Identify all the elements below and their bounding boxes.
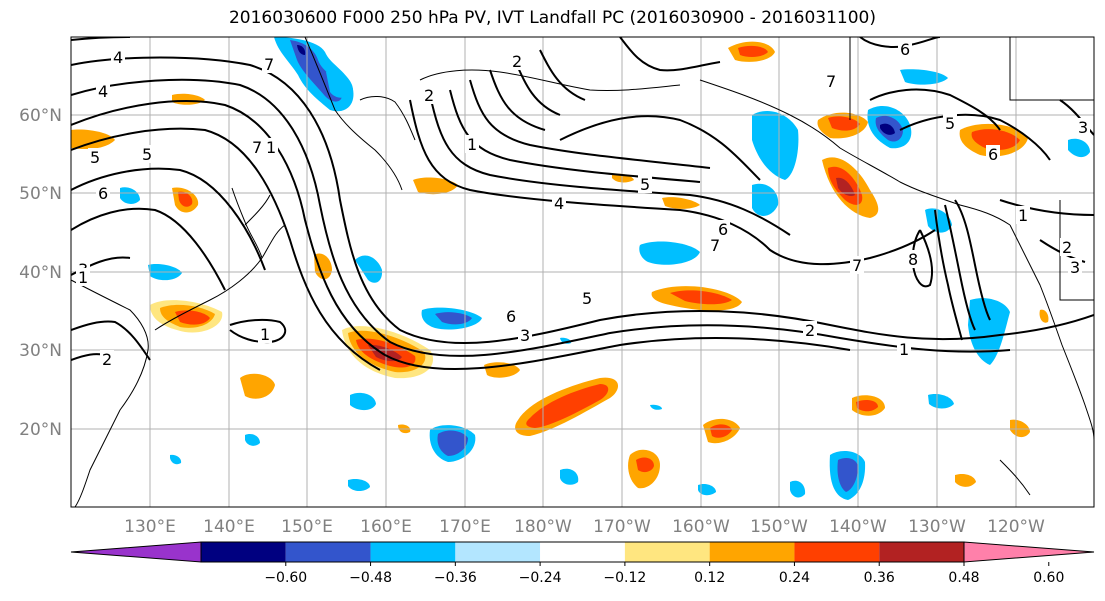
- colorbar-tick-label: 0.60: [1033, 570, 1064, 586]
- lon-tick: 130°W: [908, 517, 966, 537]
- colorbar-extend-low: [70, 541, 202, 563]
- colorbar: −0.60 −0.48 −0.36 −0.24 −0.12 0.12 0.24 0.36 0.4…: [70, 541, 1095, 586]
- contour-label: 3: [1078, 118, 1088, 137]
- colorbar-segment: [370, 542, 456, 562]
- contour-label: 2: [512, 52, 522, 71]
- lon-axis: 130°E 140°E 150°E 160°E 170°E 180°W 170°…: [124, 517, 1045, 537]
- lat-axis: 60°N 50°N 40°N 30°N 20°N: [19, 106, 62, 440]
- coastlines: [71, 37, 1094, 507]
- lon-tick: 170°E: [439, 517, 491, 537]
- colorbar-segment: [540, 542, 625, 562]
- lat-tick: 40°N: [19, 263, 62, 283]
- contour-label: 2: [805, 321, 815, 340]
- lon-tick: 180°W: [514, 517, 572, 537]
- contour-label: 3: [520, 326, 530, 345]
- colorbar-segment: [879, 542, 964, 562]
- lon-tick: 120°W: [987, 517, 1045, 537]
- lat-tick: 50°N: [19, 184, 62, 204]
- colorbar-tick-label: −0.60: [264, 570, 307, 586]
- colorbar-tick-label: −0.24: [519, 570, 562, 586]
- colorbar-segment: [455, 542, 541, 562]
- contour-label: 1: [78, 268, 88, 287]
- colorbar-tick-label: −0.48: [349, 570, 392, 586]
- contour-label: 6: [506, 307, 516, 326]
- contour-label: 7: [710, 236, 720, 255]
- colorbar-segment: [624, 542, 710, 562]
- lon-tick: 170°W: [593, 517, 651, 537]
- contour-label: 6: [98, 184, 108, 203]
- contour-label: 5: [945, 114, 955, 133]
- contour-label: 6: [988, 145, 998, 164]
- lat-tick: 60°N: [19, 106, 62, 126]
- contour-label: 1: [1018, 206, 1028, 225]
- colorbar-segment: [285, 542, 371, 562]
- contour-label: 5: [142, 145, 152, 164]
- contour-label: 5: [90, 148, 100, 167]
- lon-tick: 140°E: [203, 517, 255, 537]
- contour-label: 7: [264, 55, 274, 74]
- map-frame: [70, 36, 1095, 508]
- colorbar-segment: [709, 542, 795, 562]
- colorbar-segment: [794, 542, 880, 562]
- contour-label: 1: [899, 340, 909, 359]
- lon-tick: 150°E: [281, 517, 333, 537]
- contour-label: 3: [1070, 258, 1080, 277]
- contour-label: 7: [852, 256, 862, 275]
- colorbar-tick-label: −0.36: [434, 570, 477, 586]
- contour-label: 7: [826, 72, 836, 91]
- contour-label: 4: [98, 82, 108, 101]
- colorbar-tick-label: 0.36: [864, 570, 895, 586]
- colorbar-tick-label: −0.12: [603, 570, 646, 586]
- colorbar-tick-label: 0.24: [779, 570, 810, 586]
- colorbar-segment: [201, 542, 286, 562]
- contour-label: 6: [900, 40, 910, 59]
- contour-label: 8: [908, 250, 918, 269]
- colorbar-tick-label: 0.48: [948, 570, 979, 586]
- lon-tick: 140°W: [829, 517, 887, 537]
- contour-label: 1: [266, 138, 276, 157]
- lon-tick: 130°E: [124, 517, 176, 537]
- contour-label: 4: [554, 194, 564, 213]
- colorbar-border: [200, 541, 965, 563]
- lat-tick: 30°N: [19, 341, 62, 361]
- contour-label: 5: [640, 175, 650, 194]
- contour-labels: 4 7 4 5 6 7 2 2 1 5 4 6 7 6 7 5 3 1 2 1 …: [76, 40, 1090, 369]
- contour-label: 2: [424, 86, 434, 105]
- contour-label: 5: [582, 289, 592, 308]
- lat-tick: 20°N: [19, 420, 62, 440]
- contour-label: 2: [102, 350, 112, 369]
- contour-label: 6: [718, 220, 728, 239]
- lon-tick: 150°W: [750, 517, 808, 537]
- contour-label: 1: [260, 325, 270, 344]
- contour-label: 7: [252, 138, 262, 157]
- contour-label: 4: [113, 48, 123, 67]
- lon-tick: 160°W: [672, 517, 730, 537]
- colorbar-tick-label: 0.12: [694, 570, 725, 586]
- map-title: 2016030600 F000 250 hPa PV, IVT Landfall…: [228, 8, 876, 28]
- contour-label: 2: [1062, 238, 1072, 257]
- colorbar-extend-high: [963, 541, 1095, 563]
- contour-label: 1: [467, 135, 477, 154]
- lon-tick: 160°E: [360, 517, 412, 537]
